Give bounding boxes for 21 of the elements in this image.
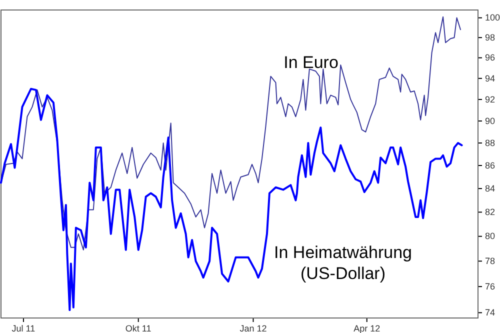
y-tick-label: 76	[485, 281, 496, 292]
x-tick-label: Jan 12	[240, 323, 267, 333]
y-tick-label: 78	[485, 256, 496, 266]
series-label: In Euro	[284, 53, 338, 72]
y-tick-label: 82	[485, 207, 496, 218]
x-tick-label: Jul 11	[12, 323, 36, 333]
x-tick-label: Okt 11	[125, 323, 152, 333]
y-tick-label: 86	[485, 160, 496, 170]
y-tick-label: 94	[485, 73, 496, 84]
series-label: In Heimatwährung (US-Dollar)	[274, 243, 412, 283]
y-tick-label: 74	[485, 308, 496, 318]
y-tick-label: 92	[485, 94, 496, 104]
y-tick-label: 80	[485, 231, 496, 242]
y-tick-label: 90	[485, 116, 496, 126]
y-tick-label: 84	[485, 183, 496, 194]
y-tick-label: 100	[485, 12, 500, 23]
y-tick-label: 88	[485, 138, 496, 148]
y-tick-label: 96	[485, 52, 496, 63]
x-tick-label: Apr 12	[354, 323, 380, 333]
y-tick-label: 98	[485, 32, 496, 42]
line-series	[0, 88, 463, 312]
